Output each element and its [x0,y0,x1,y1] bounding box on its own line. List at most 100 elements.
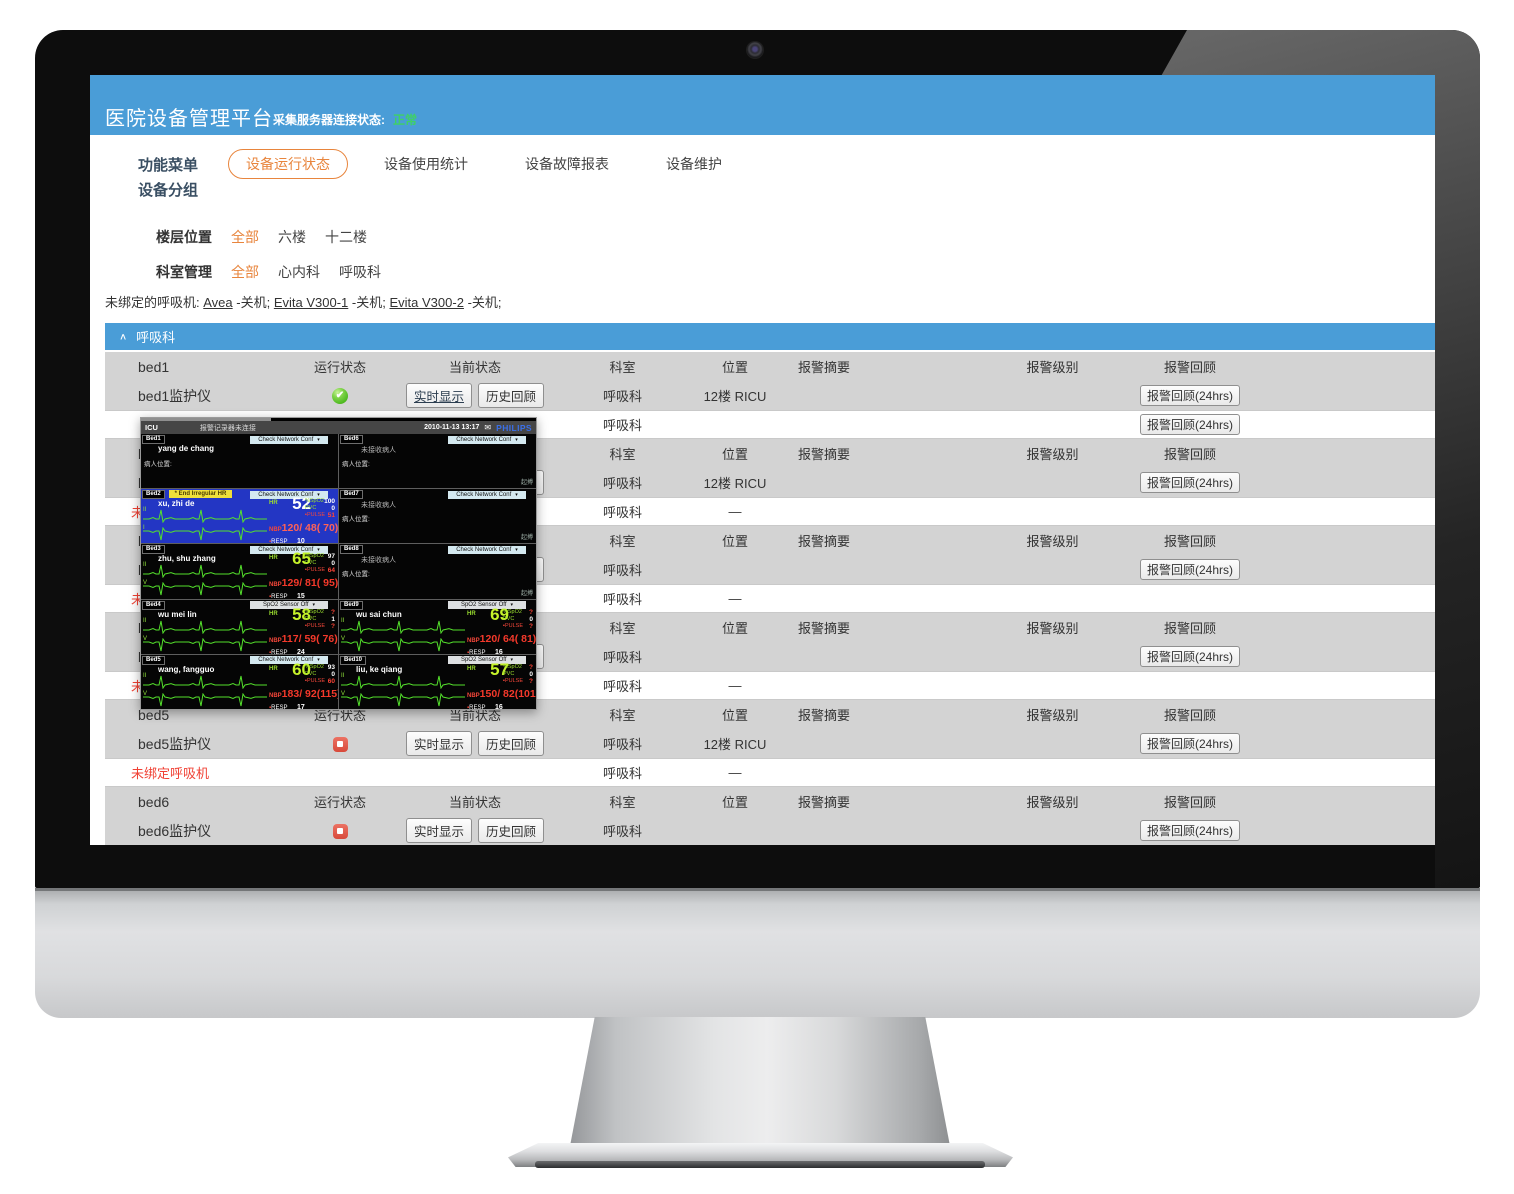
bed-panel-header: Bed2 * End Irregular HR Check Network Conf… [141,489,338,500]
col-header-summary: 报警摘要 [798,795,851,810]
link-evita-v300-2[interactable]: Evita V300-2 [389,295,464,310]
patient-name: 未接收病人 [361,557,396,565]
spo2-value: 100 [324,498,335,506]
tab-device-maintenance[interactable]: 设备维护 [666,156,723,172]
hr-label: HR [269,665,278,672]
ventilator-dept: 呼吸科 [602,505,642,520]
envelope-icon: ✉ [484,423,492,432]
ecg-waveform [143,582,267,596]
vital-mini-row: %SpO2? [503,664,533,671]
alarm-review-24hrs-button[interactable]: 报警回顾(24hrs) [1139,385,1240,406]
device-dept: 呼吸科 [602,650,642,665]
col-header-dept: 科室 [609,534,636,549]
monitor-bed-panel: Bed3 Check Network Conf ▾ zhu, shu zhang II V… [141,544,338,599]
vital-mini-row: PVC 0 [305,560,335,567]
hr-value: 65 [292,549,311,569]
network-conf-dropdown[interactable]: SpO2 Sensor Off ▾ [448,601,526,610]
link-evita-v300-1[interactable]: Evita V300-1 [273,295,349,310]
nbp-value: 120/ 48( 70) [281,522,338,535]
bed-panel-header: Bed10 SpO2 Sensor Off ▾ [339,655,536,665]
filter-dept-respiratory[interactable]: 呼吸科 [339,264,381,280]
ventilator-location: — [728,765,742,780]
alarm-review-24hrs-button[interactable]: 报警回顾(24hrs) [1139,414,1240,435]
network-conf-dropdown[interactable]: Check Network Conf ▾ [250,435,328,444]
network-conf-dropdown[interactable]: Check Network Conf ▾ [448,490,526,499]
alarm-banner: * End Irregular HR [168,490,233,499]
realtime-display-button[interactable]: 实时显示 [405,818,472,843]
resp-label: RESP [271,594,288,599]
realtime-display-button[interactable]: 实时显示 [405,383,472,408]
history-review-button[interactable]: 历史回顾 [478,383,545,408]
lead-label: V [143,690,148,697]
bed-label: Bed6 [340,435,363,444]
network-conf-dropdown[interactable]: Check Network Conf ▾ [448,435,526,444]
dropdown-arrow-icon: ▾ [317,491,320,498]
network-conf-dropdown[interactable]: Check Network Conf ▾ [250,656,328,665]
section-bar-respiratory[interactable]: ∧ 呼吸科 [105,323,1435,350]
spo2-value: ? [529,608,533,616]
unit-label: ICU [145,423,158,432]
history-review-button[interactable]: 历史回顾 [478,818,545,843]
filter-dept-all[interactable]: 全部 [231,264,259,280]
vital-mini-row: ▪PULSE? [305,623,335,630]
alarm-review-24hrs-button[interactable]: 报警回顾(24hrs) [1139,472,1240,493]
dropdown-arrow-icon: ▾ [312,602,316,609]
ecg-waveform [143,675,267,689]
link-avea[interactable]: Avea [203,295,233,310]
col-header-dept: 科室 [609,621,636,636]
monitor-bed-panel: Bed8 Check Network Conf ▾ 未接收病人 病人位置: 起搏 [339,544,536,599]
vital-mini-row: ▪PULSE? [503,623,533,630]
spo2-pvc-pulse-block: %SpO2 100 PVC 0 ▪PULSE 51 [305,498,335,519]
tab-device-fault-report[interactable]: 设备故障报表 [525,156,610,172]
resp-row: ▪RESP 16 [467,649,533,654]
hr-value: 52 [292,494,311,514]
dropdown-text: SpO2 Sensor Off [460,602,507,609]
ventilator-location: — [728,504,742,519]
vital-mini-row: ▪PULSE 51 [305,512,335,519]
alarm-review-24hrs-button[interactable]: 报警回顾(24hrs) [1139,820,1240,841]
device-alarm-review-cell: 报警回顾(24hrs) [1115,733,1265,754]
monitor-bed-panel: Bed7 Check Network Conf ▾ 未接收病人 病人位置: 起搏 [339,489,536,544]
filter-dept-cardiology[interactable]: 心内科 [278,264,320,280]
filter-floor-6[interactable]: 六楼 [278,229,306,245]
network-conf-dropdown[interactable]: Check Network Conf ▾ [250,490,328,499]
alarm-review-24hrs-button[interactable]: 报警回顾(24hrs) [1139,559,1240,580]
tab-device-run-status[interactable]: 设备运行状态 [228,149,349,179]
bed-label: Bed7 [340,490,363,500]
resp-row: ▪RESP 10 [269,538,335,543]
alarm-review-24hrs-button[interactable]: 报警回顾(24hrs) [1139,646,1240,667]
bed-panel-header: Bed7 Check Network Conf ▾ [339,489,536,500]
hr-label: HR [269,500,278,507]
network-conf-dropdown[interactable]: SpO2 Sensor Off ▾ [250,601,328,610]
alarm-review-24hrs-button[interactable]: 报警回顾(24hrs) [1139,733,1240,754]
lead-label: V [143,580,148,587]
device-dept: 呼吸科 [602,824,642,839]
vitals-block: HR 60 %SpO2 93 PVC 0 ▪PULSE 60 NBP 183/ 92(115) ▪R… [269,660,338,709]
vital-mini-row: PVC 0 [305,505,335,512]
pvc-label: PVC [305,670,317,677]
network-conf-dropdown[interactable]: Check Network Conf ▾ [250,545,328,554]
network-conf-dropdown[interactable]: SpO2 Sensor Off ▾ [448,656,526,665]
section-title: 呼吸科 [136,330,176,345]
monitor-bed-panel: Bed9 SpO2 Sensor Off ▾ wu sai chun II V HR 69 %S… [339,599,536,654]
vital-mini-row: PVC 0 [503,671,533,678]
tab-device-usage-stats[interactable]: 设备使用统计 [384,156,469,172]
filter-floor-all[interactable]: 全部 [231,229,259,245]
col-header-loc: 位置 [721,447,748,462]
filter-floor-12[interactable]: 十二楼 [325,229,367,245]
realtime-display-button[interactable]: 实时显示 [405,731,472,756]
dropdown-text: Check Network Conf [456,491,512,498]
resp-label: RESP [469,704,486,709]
device-dept: 呼吸科 [602,737,642,752]
dropdown-text: SpO2 Sensor Off [460,657,507,664]
col-header-level: 报警级别 [1026,360,1079,375]
resp-value: 17 [297,703,305,709]
network-conf-dropdown[interactable]: Check Network Conf ▾ [448,545,526,554]
col-header-dept: 科室 [609,795,636,810]
device-alarm-review-cell: 报警回顾(24hrs) [1115,385,1265,406]
pvc-label: PVC [305,615,317,622]
resp-alarm-icon: ▪ [467,704,470,709]
hr-value: 60 [292,659,311,679]
history-review-button[interactable]: 历史回顾 [478,731,545,756]
col-header-level: 报警级别 [1026,708,1079,723]
